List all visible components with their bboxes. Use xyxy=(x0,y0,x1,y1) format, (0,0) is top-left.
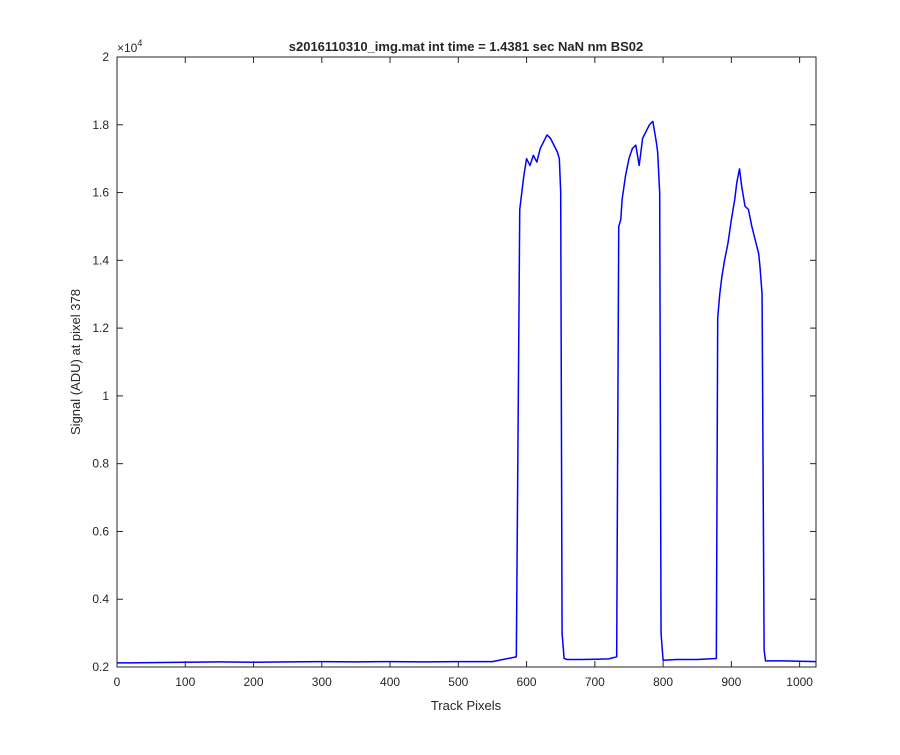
y-exponent-label: ×104 xyxy=(117,38,142,55)
y-tick-label: 1.6 xyxy=(92,186,109,200)
y-tick-label: 2 xyxy=(102,50,109,64)
x-tick-label: 700 xyxy=(585,675,605,689)
x-tick-label: 800 xyxy=(653,675,673,689)
y-tick-label: 0.2 xyxy=(92,660,109,674)
y-tick-label: 0.6 xyxy=(92,524,109,538)
x-tick-label: 300 xyxy=(312,675,332,689)
x-tick-label: 900 xyxy=(721,675,741,689)
y-tick-label: 0.4 xyxy=(92,592,109,606)
chart-title: s2016110310_img.mat int time = 1.4381 se… xyxy=(289,39,643,54)
x-axis-label: Track Pixels xyxy=(431,698,502,713)
y-tick-label: 1 xyxy=(102,389,109,403)
y-tick-label: 1.4 xyxy=(92,253,109,267)
x-tick-label: 1000 xyxy=(786,675,813,689)
data-layer xyxy=(116,120,817,664)
series-line-0 xyxy=(116,120,817,664)
plot-area xyxy=(117,57,816,667)
x-axis-ticks: 0 100 200 300 400 500 600 700 800 900 1000 xyxy=(114,57,813,689)
x-tick-label: 0 xyxy=(114,675,121,689)
y-tick-label: 1.8 xyxy=(92,118,109,132)
y-tick-label: 0.8 xyxy=(92,457,109,471)
y-axis-ticks: 0.2 0.4 0.6 0.8 1 1.2 1.4 1.6 1.8 2 xyxy=(92,50,816,674)
y-axis-label: Signal (ADU) at pixel 378 xyxy=(68,289,83,435)
x-tick-label: 600 xyxy=(517,675,537,689)
y-tick-label: 1.2 xyxy=(92,321,109,335)
x-tick-label: 200 xyxy=(244,675,264,689)
y-exponent-base: ×10 xyxy=(117,41,138,55)
x-tick-label: 400 xyxy=(380,675,400,689)
x-tick-label: 100 xyxy=(175,675,195,689)
x-tick-label: 500 xyxy=(448,675,468,689)
axes-box xyxy=(116,56,817,668)
y-exponent-power: 4 xyxy=(137,38,142,48)
